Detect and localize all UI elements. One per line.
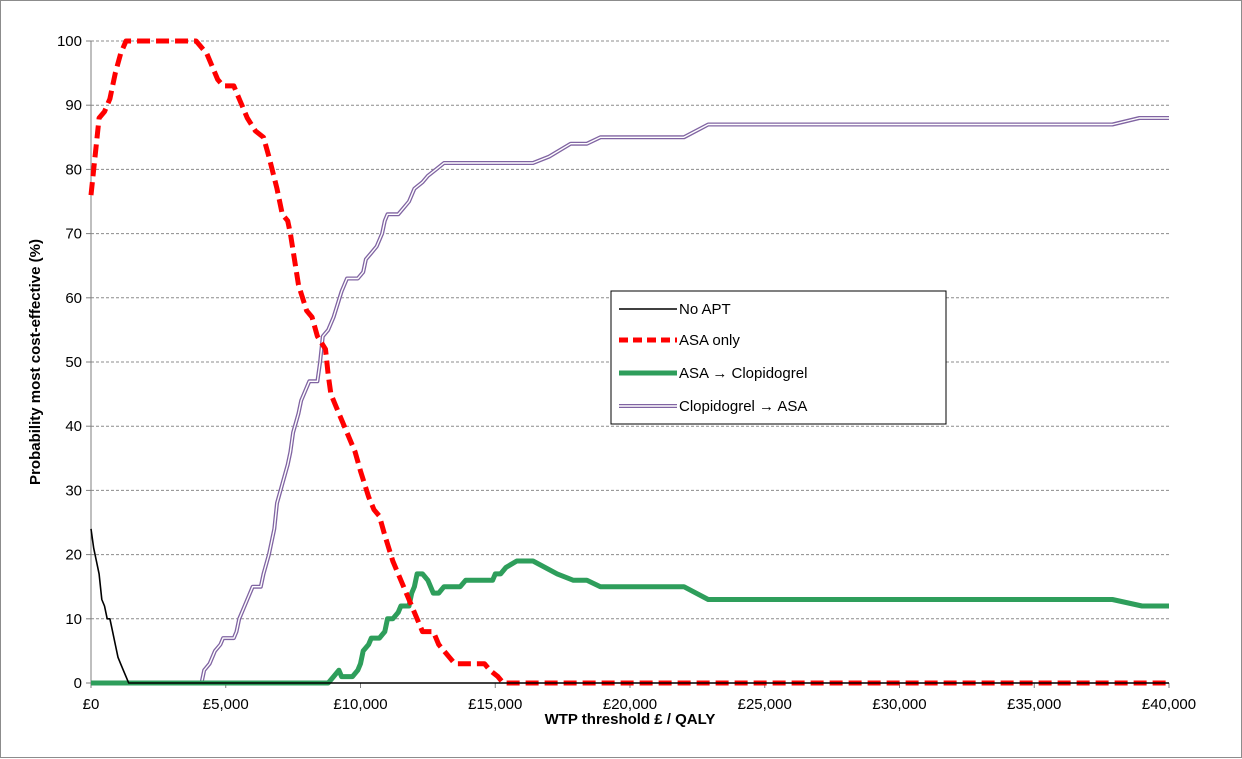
series-line	[88, 38, 1169, 686]
series-asa-clopidogrel	[91, 558, 1169, 686]
series-line	[91, 117, 1169, 684]
y-tick-label: 30	[65, 482, 82, 499]
legend-label: ASA → Clopidogrel	[679, 365, 807, 382]
y-tick-label: 40	[65, 418, 82, 435]
x-tick-label: £35,000	[1007, 696, 1061, 713]
y-tick-label: 90	[65, 97, 82, 114]
x-tick-label: £40,000	[1142, 696, 1196, 713]
series-layer	[88, 38, 1169, 686]
y-axis-ticks: 0 10 20 30 40 50 60 70 80 90 100	[57, 33, 91, 692]
x-tick-label: £5,000	[203, 696, 249, 713]
y-tick-label: 70	[65, 226, 82, 243]
legend-label: ASA only	[679, 332, 740, 349]
legend-item-asa-only: ASA only	[619, 332, 740, 349]
y-axis-title: Probability most cost-effective (%)	[27, 239, 44, 485]
x-axis-ticks: £0 £5,000 £10,000 £15,000 £20,000 £25,000 £30,…	[83, 683, 1196, 713]
x-tick-label: £10,000	[333, 696, 387, 713]
legend: No APT ASA only ASA → Clopidogrel Clopidogr…	[610, 290, 947, 425]
series-no-apt	[90, 528, 1169, 684]
y-tick-label: 60	[65, 290, 82, 307]
x-tick-label: £30,000	[872, 696, 926, 713]
y-tick-label: 10	[65, 611, 82, 628]
legend-item-no-apt: No APT	[619, 301, 731, 318]
series-line	[91, 558, 1169, 686]
series-line	[90, 528, 1169, 684]
y-tick-label: 100	[57, 33, 82, 50]
x-axis-title: WTP threshold £ / QALY	[545, 711, 716, 728]
y-tick-label: 20	[65, 547, 82, 564]
legend-label: Clopidogrel → ASA	[679, 398, 807, 415]
x-tick-label: £0	[83, 696, 100, 713]
x-tick-label: £20,000	[603, 696, 657, 713]
x-tick-label: £15,000	[468, 696, 522, 713]
legend-item-asa-clopidogrel: ASA → Clopidogrel	[619, 365, 807, 382]
y-tick-label: 80	[65, 161, 82, 178]
legend-box	[610, 290, 947, 425]
y-tick-label: 0	[74, 675, 82, 692]
legend-label: No APT	[679, 301, 731, 318]
x-tick-label: £25,000	[738, 696, 792, 713]
y-tick-label: 50	[65, 354, 82, 371]
series-asa-only	[88, 38, 1169, 686]
series-clopidogrel-asa	[91, 116, 1169, 685]
legend-item-clopidogrel-asa: Clopidogrel → ASA	[619, 398, 807, 415]
